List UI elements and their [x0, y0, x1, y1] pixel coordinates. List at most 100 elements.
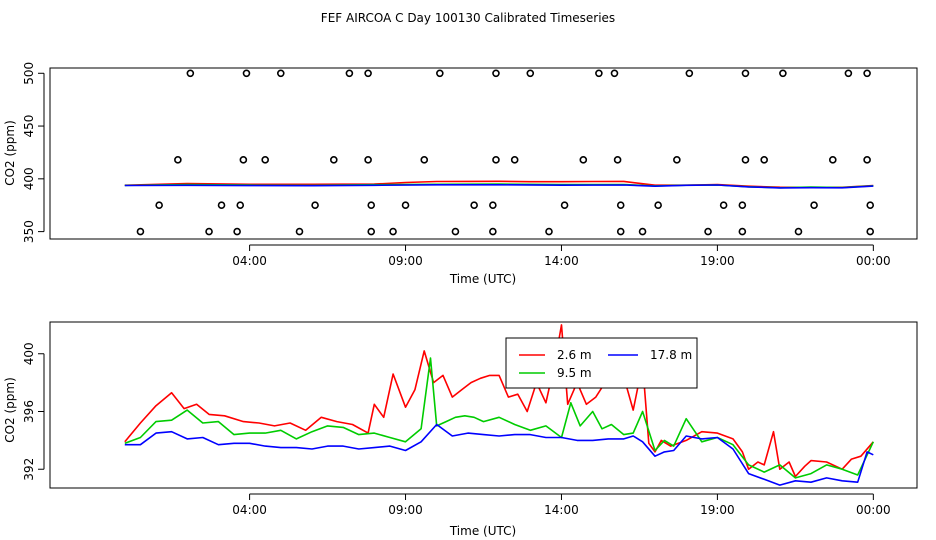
top-open-point [610, 69, 619, 78]
top-open-point [233, 227, 241, 236]
top-open-point [866, 201, 875, 210]
bottom-series-2-6-m-line [124, 324, 874, 478]
figure-title: FEF AIRCOA C Day 100130 Calibrated Times… [321, 11, 615, 25]
top-open-point [364, 69, 372, 78]
bottom-y-axis-label: CO2 (ppm) [3, 377, 17, 443]
top-open-point [492, 156, 500, 164]
top-open-point [330, 156, 338, 164]
top-open-point [364, 156, 372, 164]
legend-label-17-8m: 17.8 m [650, 348, 692, 362]
bottom-x-tick-label: 00:00 [856, 503, 891, 517]
top-series-lines [124, 180, 874, 189]
top-open-point [401, 201, 410, 210]
top-open-point [345, 69, 354, 78]
bottom-series-lines [124, 324, 875, 486]
top-open-point [741, 69, 750, 78]
top-open-point [616, 201, 625, 210]
top-open-point [217, 201, 226, 210]
bottom-x-axis: 04:00 09:00 14:00 19:00 00:00 [232, 493, 891, 517]
top-x-axis: 04:00 09:00 14:00 19:00 00:00 [232, 244, 891, 268]
legend-label-2-6m: 2.6 m [557, 348, 592, 362]
top-open-point [261, 156, 269, 164]
legend-label-9-5m: 9.5 m [557, 366, 592, 380]
top-open-point [613, 156, 622, 164]
top-open-point [205, 227, 213, 236]
top-open-point [738, 201, 747, 210]
bottom-y-tick-label: 392 [22, 458, 36, 481]
bottom-y-tick-label: 396 [22, 400, 36, 423]
bottom-series-17-8-m-line [124, 423, 874, 486]
top-open-point [526, 69, 535, 78]
top-open-point [741, 156, 750, 164]
bottom-x-tick-label: 09:00 [388, 503, 423, 517]
top-open-point [685, 69, 694, 78]
top-x-tick-label: 14:00 [544, 254, 579, 268]
top-plot-frame [49, 67, 918, 240]
top-x-tick-label: 00:00 [856, 254, 891, 268]
legend: 2.6 m 9.5 m 17.8 m [505, 337, 698, 389]
top-open-point [738, 227, 747, 236]
top-open-point [810, 201, 818, 210]
top-open-point [595, 69, 603, 78]
top-open-point [492, 69, 500, 78]
top-x-tick-label: 19:00 [700, 254, 735, 268]
top-open-point [436, 69, 444, 78]
top-y-tick-label: 400 [22, 167, 36, 190]
top-series-17-8-m-line [124, 184, 874, 189]
legend-box [505, 337, 698, 389]
top-open-point [136, 227, 145, 236]
top-open-point [311, 201, 319, 210]
top-open-point [510, 156, 519, 164]
top-open-point [866, 227, 875, 236]
bottom-plot-frame [49, 321, 918, 489]
bottom-x-tick-label: 14:00 [544, 503, 579, 517]
top-open-point [470, 201, 478, 210]
top-open-point [779, 69, 787, 78]
top-open-point [638, 227, 647, 236]
top-y-axis: 350 400 450 500 [22, 62, 45, 243]
top-open-point [794, 227, 803, 236]
top-open-point [242, 69, 251, 78]
top-x-tick-label: 04:00 [232, 254, 267, 268]
top-open-point [719, 201, 728, 210]
top-open-point [367, 227, 376, 236]
top-open-point [276, 69, 285, 78]
bottom-y-tick-label: 400 [22, 342, 36, 365]
top-open-point [844, 69, 853, 78]
top-open-points [136, 69, 875, 236]
top-open-point [186, 69, 195, 78]
top-open-point [239, 156, 248, 164]
bottom-x-axis-label: Time (UTC) [449, 524, 516, 538]
top-open-point [863, 156, 871, 164]
top-open-point [863, 69, 871, 78]
top-open-point [489, 201, 497, 210]
top-open-point [367, 201, 376, 210]
top-panel: 04:00 09:00 14:00 19:00 00:00 350 400 450 500 T… [3, 62, 918, 286]
top-open-point [489, 227, 497, 236]
top-y-tick-label: 350 [22, 220, 36, 243]
top-y-tick-label: 500 [22, 62, 36, 85]
top-y-tick-label: 450 [22, 115, 36, 138]
top-open-point [295, 227, 304, 236]
top-y-axis-label: CO2 (ppm) [3, 120, 17, 186]
top-open-point [155, 201, 163, 210]
top-open-point [451, 227, 460, 236]
top-open-point [654, 201, 662, 210]
top-open-point [579, 156, 588, 164]
top-open-point [673, 156, 681, 164]
bottom-x-tick-label: 04:00 [232, 503, 267, 517]
top-x-axis-label: Time (UTC) [449, 272, 516, 286]
top-open-point [236, 201, 245, 210]
top-open-point [389, 227, 397, 236]
bottom-y-axis: 392 396 400 [22, 342, 45, 481]
top-open-point [174, 156, 182, 164]
bottom-panel: 04:00 09:00 14:00 19:00 00:00 392 396 400 Time… [3, 321, 918, 538]
top-open-point [616, 227, 625, 236]
top-open-point [760, 156, 768, 164]
top-open-point [545, 227, 553, 236]
bottom-series-9-5-m-line [124, 357, 875, 479]
top-open-point [560, 201, 569, 210]
top-open-point [704, 227, 712, 236]
top-open-point [420, 156, 429, 164]
